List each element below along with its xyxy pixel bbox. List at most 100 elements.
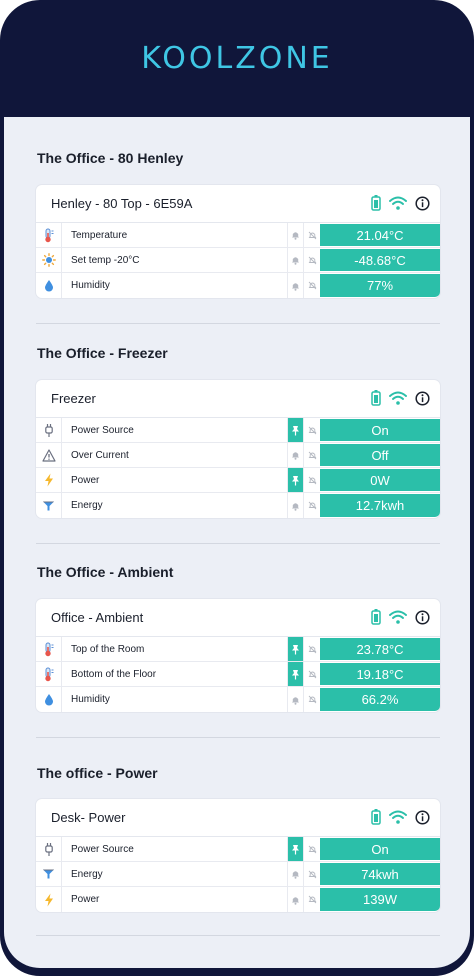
mute-icon[interactable] (304, 418, 320, 442)
sensor-row[interactable]: Power Source On (36, 837, 440, 862)
bell-icon[interactable] (288, 273, 304, 298)
pin-icon[interactable] (288, 468, 304, 492)
group-title: The Office - Freezer (37, 345, 168, 361)
plug-icon (36, 837, 62, 861)
sensor-value: 66.2% (320, 688, 440, 711)
info-icon[interactable] (415, 609, 430, 625)
section-divider (36, 935, 440, 936)
lightning-icon (36, 468, 62, 492)
bell-icon[interactable] (288, 443, 304, 467)
sensor-value: On (320, 419, 440, 441)
sensor-label: Power Source (62, 418, 288, 442)
sensor-label: Power (62, 887, 288, 912)
group-title: The office - Power (37, 765, 158, 781)
mute-icon[interactable] (304, 468, 320, 492)
sensor-label: Temperature (62, 223, 288, 247)
wifi-icon (389, 391, 407, 405)
device-header[interactable]: Office - Ambient (36, 599, 440, 637)
mute-icon[interactable] (304, 837, 320, 861)
sensor-value: -48.68°C (320, 249, 440, 271)
group-title: The Office - 80 Henley (37, 150, 184, 166)
app-header: KOOLZONE (0, 0, 474, 117)
mute-icon[interactable] (304, 273, 320, 298)
sensor-label: Power Source (62, 837, 288, 861)
device-header[interactable]: Desk- Power (36, 799, 440, 837)
sensor-row[interactable]: Over Current Off (36, 443, 440, 468)
bell-icon[interactable] (288, 248, 304, 272)
pin-icon[interactable] (288, 418, 304, 442)
pin-icon[interactable] (288, 662, 304, 686)
mute-icon[interactable] (304, 662, 320, 686)
mute-icon[interactable] (304, 687, 320, 712)
wifi-icon (389, 610, 407, 624)
energy-icon (36, 862, 62, 886)
wifi-icon (389, 810, 407, 824)
sensor-value: 74kwh (320, 863, 440, 885)
device-card[interactable]: Desk- Power Power Source On Energy (36, 799, 440, 912)
warning-icon (36, 443, 62, 467)
mute-icon[interactable] (304, 443, 320, 467)
device-name: Desk- Power (51, 810, 126, 825)
sensor-row[interactable]: Energy 12.7kwh (36, 493, 440, 518)
device-card[interactable]: Office - Ambient Top of the Room 23.78°C… (36, 599, 440, 712)
bell-icon[interactable] (288, 493, 304, 518)
device-header[interactable]: Henley - 80 Top - 6E59A (36, 185, 440, 223)
section-divider (36, 737, 440, 738)
sensor-value: On (320, 838, 440, 860)
sensor-row[interactable]: Humidity 66.2% (36, 687, 440, 712)
energy-icon (36, 493, 62, 518)
sensor-row[interactable]: Bottom of the Floor 19.18°C (36, 662, 440, 687)
mute-icon[interactable] (304, 862, 320, 886)
sensor-row[interactable]: Power Source On (36, 418, 440, 443)
pin-icon[interactable] (288, 637, 304, 661)
sensor-row[interactable]: Power 139W (36, 887, 440, 912)
sensor-row[interactable]: Energy 74kwh (36, 862, 440, 887)
sensor-row[interactable]: Set temp -20°C -48.68°C (36, 248, 440, 273)
bell-icon[interactable] (288, 887, 304, 912)
wifi-icon (389, 196, 407, 210)
device-name: Henley - 80 Top - 6E59A (51, 196, 193, 211)
dashboard[interactable]: The Office - 80 Henley Henley - 80 Top -… (4, 117, 470, 968)
mute-icon[interactable] (304, 223, 320, 247)
droplet-icon (36, 273, 62, 298)
mute-icon[interactable] (304, 493, 320, 518)
device-card[interactable]: Freezer Power Source On Over Current (36, 380, 440, 518)
sensor-value: 139W (320, 888, 440, 911)
section-divider (36, 323, 440, 324)
sensor-value: 77% (320, 274, 440, 297)
sensor-row[interactable]: Temperature 21.04°C (36, 223, 440, 248)
mute-icon[interactable] (304, 637, 320, 661)
sensor-label: Energy (62, 493, 288, 518)
bell-icon[interactable] (288, 862, 304, 886)
thermometer-icon (36, 662, 62, 686)
mute-icon[interactable] (304, 887, 320, 912)
sensor-row[interactable]: Top of the Room 23.78°C (36, 637, 440, 662)
sensor-label: Humidity (62, 273, 288, 298)
sun-icon (36, 248, 62, 272)
sensor-label: Top of the Room (62, 637, 288, 661)
sensor-value: 23.78°C (320, 638, 440, 660)
sensor-label: Bottom of the Floor (62, 662, 288, 686)
battery-icon (371, 809, 381, 825)
sensor-value: 0W (320, 469, 440, 491)
pin-icon[interactable] (288, 837, 304, 861)
group-title: The Office - Ambient (37, 564, 174, 580)
mute-icon[interactable] (304, 248, 320, 272)
bell-icon[interactable] (288, 687, 304, 712)
sensor-value: 19.18°C (320, 663, 440, 685)
plug-icon (36, 418, 62, 442)
sensor-label: Energy (62, 862, 288, 886)
battery-icon (371, 390, 381, 406)
info-icon[interactable] (415, 390, 430, 406)
device-card[interactable]: Henley - 80 Top - 6E59A Temperature 21.0… (36, 185, 440, 298)
info-icon[interactable] (415, 195, 430, 211)
info-icon[interactable] (415, 809, 430, 825)
bell-icon[interactable] (288, 223, 304, 247)
sensor-row[interactable]: Power 0W (36, 468, 440, 493)
device-header[interactable]: Freezer (36, 380, 440, 418)
sensor-row[interactable]: Humidity 77% (36, 273, 440, 298)
sensor-label: Over Current (62, 443, 288, 467)
sensor-label: Power (62, 468, 288, 492)
sensor-label: Set temp -20°C (62, 248, 288, 272)
sensor-value: Off (320, 444, 440, 466)
